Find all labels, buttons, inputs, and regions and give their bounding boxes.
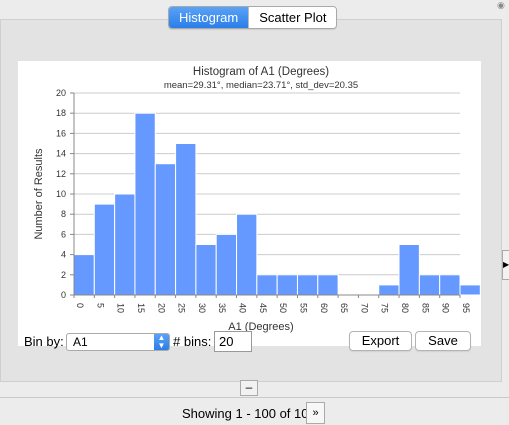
y-tick-label: 14 xyxy=(56,149,66,159)
x-tick-label: 85 xyxy=(420,303,430,313)
histogram-bar xyxy=(317,274,339,296)
x-tick-label: 45 xyxy=(258,303,268,313)
histogram-bar xyxy=(73,254,95,296)
histogram-bar xyxy=(154,163,177,296)
collapse-button[interactable]: – xyxy=(240,380,258,396)
y-tick-label: 18 xyxy=(56,108,66,118)
x-tick-label: 75 xyxy=(380,303,390,313)
export-button[interactable]: Export xyxy=(349,331,412,351)
histogram-bar xyxy=(276,274,298,296)
x-tick-label: 5 xyxy=(95,303,105,308)
x-tick-label: 0 xyxy=(75,303,85,308)
x-tick-label: 15 xyxy=(136,303,146,313)
histogram-bar xyxy=(459,284,481,296)
histogram-bar xyxy=(296,274,319,296)
x-tick-label: 95 xyxy=(461,303,471,313)
x-tick-label: 50 xyxy=(278,303,288,313)
x-tick-label: 80 xyxy=(400,303,410,313)
x-tick-label: 90 xyxy=(441,303,451,313)
y-tick-label: 16 xyxy=(56,128,66,138)
chart-area: 0 2 4 6 8 10 12 14 16 18 20 0 5 10 15 20 25 30 35 40 45 50 55 6… xyxy=(18,61,481,346)
x-tick-label: 70 xyxy=(359,303,369,313)
next-page-button[interactable]: » xyxy=(306,402,325,424)
save-button[interactable]: Save xyxy=(415,331,471,351)
histogram-bar xyxy=(398,244,420,296)
view-toggle: Histogram Scatter Plot xyxy=(168,6,338,29)
x-tick-label: 30 xyxy=(197,303,207,313)
select-arrows-icon: ▲ ▼ xyxy=(154,334,169,350)
histogram-bar xyxy=(378,284,400,296)
histogram-chart: 0 2 4 6 8 10 12 14 16 18 20 0 5 10 15 20 25 30 35 40 45 50 55 6… xyxy=(33,66,481,333)
x-tick-label: 20 xyxy=(156,303,166,313)
y-tick-label: 2 xyxy=(61,270,66,280)
x-tick-label: 55 xyxy=(298,303,308,313)
histogram-bar xyxy=(175,143,197,296)
x-axis-label: A1 (Degrees) xyxy=(228,321,293,333)
expand-right-tab[interactable]: ▶ xyxy=(502,250,509,280)
resize-corner-icon: ◉ xyxy=(497,0,505,10)
bins-label: # bins: xyxy=(173,334,212,349)
histogram-bar xyxy=(236,213,258,296)
x-tick-label: 65 xyxy=(339,303,349,313)
histogram-bar xyxy=(256,274,278,296)
x-tick-label: 35 xyxy=(217,303,227,313)
chart-subtitle: mean=29.31°, median=23.71°, std_dev=20.3… xyxy=(164,80,358,91)
x-tick-label: 40 xyxy=(238,303,248,313)
histogram-panel: 0 2 4 6 8 10 12 14 16 18 20 0 5 10 15 20 25 30 35 40 45 50 55 6… xyxy=(0,19,502,382)
histogram-bar xyxy=(439,274,461,296)
y-tick-label: 10 xyxy=(56,189,66,199)
histogram-bar xyxy=(418,274,441,296)
bin-by-label: Bin by: xyxy=(24,334,64,349)
tab-histogram[interactable]: Histogram xyxy=(169,7,249,28)
x-tick-label: 10 xyxy=(116,303,126,313)
y-tick-label: 4 xyxy=(61,250,66,260)
y-axis-label: Number of Results xyxy=(33,148,45,240)
chart-title: Histogram of A1 (Degrees) xyxy=(193,66,329,78)
tab-scatter-plot[interactable]: Scatter Plot xyxy=(248,7,337,28)
histogram-bar xyxy=(93,203,116,296)
histogram-bar xyxy=(114,193,136,296)
y-tick-label: 6 xyxy=(61,229,66,239)
bin-by-value: A1 xyxy=(73,335,88,349)
y-tick-label: 0 xyxy=(61,290,66,300)
bin-by-select[interactable]: A1 ▲ ▼ xyxy=(66,333,170,351)
y-tick-label: 8 xyxy=(61,209,66,219)
divider xyxy=(0,397,509,398)
y-tick-label: 20 xyxy=(56,88,66,98)
x-tick-label: 60 xyxy=(319,303,329,313)
y-tick-label: 12 xyxy=(56,169,66,179)
histogram-bar xyxy=(195,244,217,296)
x-tick-label: 25 xyxy=(177,303,187,313)
histogram-bar xyxy=(134,112,156,296)
pagination-status: Showing 1 - 100 of 107 xyxy=(182,406,316,421)
histogram-bar xyxy=(215,233,238,296)
bins-input[interactable]: 20 xyxy=(214,331,252,352)
